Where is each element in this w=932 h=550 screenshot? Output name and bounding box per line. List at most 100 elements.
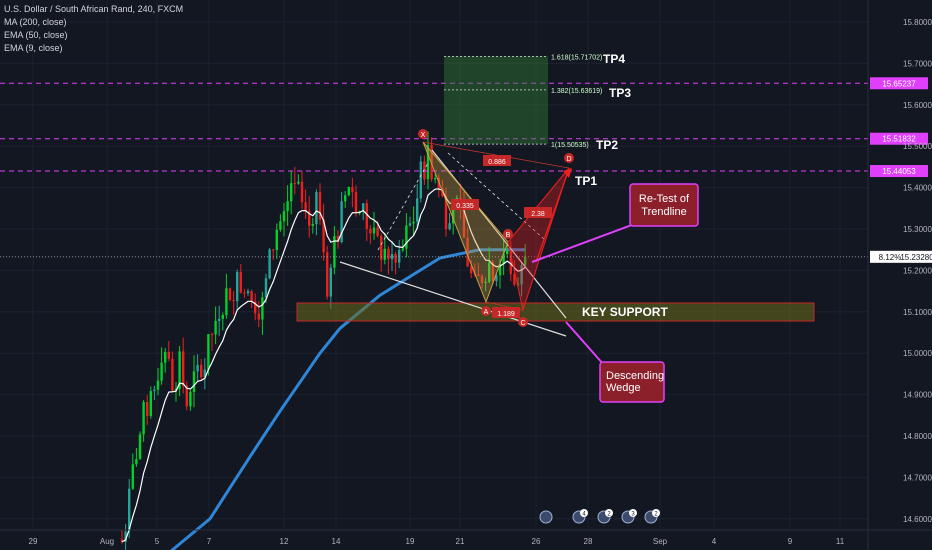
candle-body: [333, 235, 336, 268]
candle-body: [480, 275, 484, 283]
pattern-point-marker: [418, 129, 428, 139]
indicator-ema50[interactable]: EMA (50, close): [4, 30, 68, 40]
candle-body: [275, 229, 278, 250]
candle-body: [416, 198, 419, 222]
candle-body: [254, 301, 257, 314]
wedge-lower-line: [339, 261, 567, 337]
indicator-ma200[interactable]: MA (200, close): [4, 17, 67, 27]
candle-body: [272, 249, 275, 251]
candle-body: [149, 391, 152, 416]
channel-dashed-line: [447, 152, 546, 241]
candle-body: [203, 369, 206, 378]
candle-body: [218, 318, 221, 321]
current-change-label: 8.12%: [879, 253, 902, 262]
wedge-text-2: Wedge: [606, 382, 641, 394]
candle-body: [200, 364, 203, 378]
pattern-xab: [422, 141, 509, 304]
candle-body: [434, 178, 437, 180]
annotations-layer: 15.65237 15.51832 15.44053 8.12%15.23280 1.6…: [0, 52, 932, 524]
fib-level-label: 1(15.50535): [551, 142, 589, 149]
candle-body: [430, 144, 433, 180]
target-price-tag: [870, 165, 928, 178]
candle-body: [419, 161, 422, 199]
candle-body: [383, 248, 386, 260]
candle-body: [426, 144, 430, 180]
candle-body: [322, 219, 325, 253]
target-zone: [444, 56, 548, 145]
candle-body: [164, 351, 167, 363]
pattern-point-label: A: [484, 309, 489, 316]
candles: [120, 131, 527, 550]
candle-body: [243, 292, 246, 294]
candle-body: [423, 161, 426, 180]
wedge-upper-line: [431, 149, 567, 319]
candle-body: [279, 221, 282, 230]
ratio-badge: [492, 307, 520, 318]
candle-body: [210, 334, 214, 336]
candle-body: [268, 249, 271, 279]
candle-body: [250, 291, 253, 302]
y-tick-label: 14.60000: [903, 515, 932, 524]
candle-body: [264, 278, 268, 298]
candle-body: [513, 274, 516, 285]
candle-body: [380, 235, 383, 260]
target-price-tag: [870, 132, 928, 145]
price-axis[interactable]: 15.80000 15.70000 15.60000 15.50000 15.40000…: [867, 0, 932, 550]
candle-body: [192, 371, 196, 392]
candle-body: [372, 227, 376, 234]
pattern-point-marker: [503, 229, 513, 239]
candle-body: [502, 254, 505, 264]
y-tick-label: 15.10000: [903, 308, 932, 317]
candle-body: [405, 225, 408, 249]
candle-body: [257, 313, 260, 320]
candle-body: [160, 362, 163, 381]
candle-body: [214, 320, 217, 335]
y-tick-label: 14.70000: [903, 473, 932, 482]
candle-body: [470, 266, 473, 274]
candle-body: [336, 235, 340, 243]
candle-body: [412, 221, 415, 224]
candle-body: [311, 223, 314, 226]
indicator-ema9[interactable]: EMA (9, close): [4, 43, 63, 53]
ratio-label: 0.886: [488, 159, 506, 166]
y-tick-label: 15.20000: [903, 266, 932, 275]
wedge-pointer: [565, 321, 605, 366]
target-price-tag: [870, 77, 928, 90]
symbol-title[interactable]: U.S. Dollar / South African Rand, 240, F…: [4, 4, 184, 14]
x-tick-label: 11: [836, 537, 845, 546]
candle-body: [354, 192, 358, 214]
x-tick-label: 19: [406, 537, 415, 546]
candle-body: [509, 250, 512, 275]
candle-body: [207, 334, 210, 370]
y-tick-label: 14.80000: [903, 432, 932, 441]
x-tick-label: 14: [332, 537, 341, 546]
y-tick-label: 15.50000: [903, 142, 932, 151]
tp4-label: TP4: [603, 52, 625, 66]
event-count-label: 4: [582, 512, 586, 518]
candle-body: [156, 380, 160, 390]
candle-body: [286, 201, 289, 212]
event-count-label: 2: [654, 512, 658, 518]
x-tick-label: 26: [532, 537, 541, 546]
candle-body: [495, 275, 498, 281]
y-tick-label: 15.40000: [903, 184, 932, 193]
candle-body: [146, 401, 149, 416]
key-support-zone: [296, 302, 815, 322]
candle-body: [318, 191, 322, 220]
time-axis[interactable]: 29 Aug 5 7 12 14 19 21 26 28 Sep 4 9 11: [0, 529, 932, 546]
pattern-bcd: [507, 167, 570, 312]
x-tick-label: 7: [207, 537, 212, 546]
candle-body: [408, 223, 412, 226]
ratio-badge: [451, 199, 479, 210]
y-tick-label: 15.30000: [903, 225, 932, 234]
pattern-point-marker: [564, 153, 574, 163]
candle-body: [236, 272, 239, 302]
candle-body: [153, 389, 156, 392]
fib-level-label: 1.618(15.71702): [551, 54, 602, 61]
candle-body: [221, 314, 224, 319]
x-tick-label: 29: [29, 537, 38, 546]
tp2-label: TP2: [596, 138, 618, 152]
candle-body: [394, 254, 397, 263]
candle-body: [142, 401, 145, 435]
